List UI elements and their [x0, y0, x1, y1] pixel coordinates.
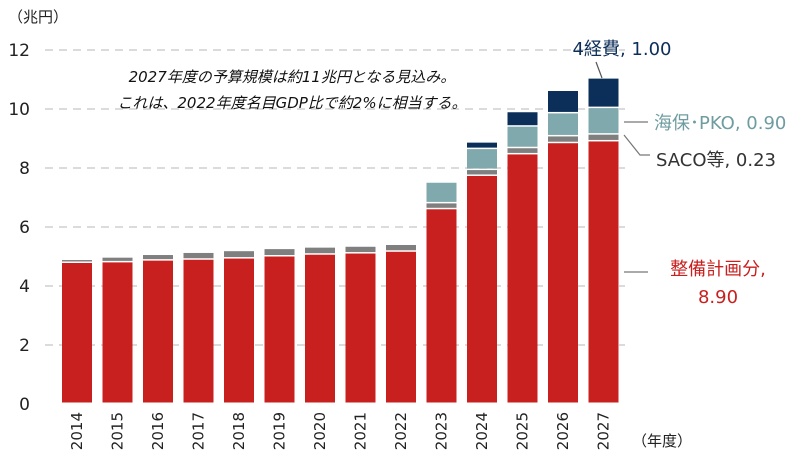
x-tick-label: 2015	[109, 412, 127, 450]
bar-2026-series-0	[548, 143, 578, 403]
bar-2023-series-0	[426, 209, 457, 403]
y-tick-label: 6	[19, 218, 30, 238]
y-tick-label: 4	[19, 277, 30, 297]
coast-guard-label: 海保･PKO, 0.90	[654, 113, 786, 134]
x-tick-label: 2023	[433, 412, 451, 450]
bar-2015-series-1	[102, 257, 133, 261]
y-tick-label: 10	[8, 100, 30, 120]
bar-2026-series-1	[548, 136, 578, 142]
bar-2024-series-1	[467, 170, 497, 175]
bar-2027-series-1	[588, 134, 619, 140]
four-costs-leader-line	[595, 61, 603, 79]
y-unit-label: （兆円）	[8, 8, 68, 26]
bar-2014-series-0	[62, 262, 92, 403]
x-tick-label: 2027	[595, 412, 613, 450]
bar-2018-series-0	[224, 258, 254, 403]
bar-2017-series-0	[183, 259, 214, 403]
bar-2014-series-1	[62, 260, 92, 262]
x-unit-label: （年度）	[632, 432, 692, 450]
y-tick-label: 8	[19, 159, 30, 179]
annotation-line-1: 2027年度の予算規模は約11兆円となる見込み。	[129, 68, 456, 86]
x-tick-label: 2022	[392, 412, 410, 450]
x-tick-label: 2018	[230, 412, 248, 450]
y-tick-label: 0	[19, 395, 30, 415]
bar-2019-series-0	[264, 256, 295, 403]
bar-2024-series-2	[467, 149, 497, 169]
x-tick-label: 2021	[352, 412, 370, 450]
bar-2016-series-0	[143, 260, 173, 403]
y-tick-label: 12	[8, 41, 30, 61]
saco-label: SACO等, 0.23	[656, 150, 776, 171]
bar-2022-series-0	[386, 251, 416, 403]
bar-2027-series-3	[588, 78, 619, 107]
x-tick-label: 2019	[271, 412, 289, 450]
saco-leader-line	[623, 134, 650, 156]
bar-2021-series-0	[345, 253, 376, 403]
four-costs-label: 4経費, 1.00	[573, 39, 672, 60]
x-tick-label: 2016	[149, 412, 167, 450]
bar-2024-series-0	[467, 175, 497, 403]
bar-2027-series-0	[588, 141, 619, 403]
bar-2016-series-1	[143, 255, 173, 260]
bar-2025-series-1	[507, 148, 538, 153]
bar-2026-series-2	[548, 113, 578, 135]
bar-2020-series-0	[305, 254, 335, 403]
bar-2023-series-2	[426, 182, 457, 202]
bar-2018-series-1	[224, 251, 254, 258]
annotation-line-2: これは、2022年度名目GDP比で約2%に相当する。	[117, 94, 466, 112]
bar-2024-series-3	[467, 142, 497, 148]
x-tick-label: 2020	[311, 412, 329, 450]
bar-2022-series-1	[386, 244, 416, 251]
bar-2023-series-1	[426, 203, 457, 208]
bar-2026-series-3	[548, 91, 578, 112]
x-tick-label: 2024	[473, 412, 491, 450]
bar-2025-series-0	[507, 154, 538, 403]
bar-2027-series-2	[588, 108, 619, 134]
x-tick-label: 2026	[554, 412, 572, 450]
bar-2015-series-0	[102, 262, 133, 403]
bar-2020-series-1	[305, 247, 335, 254]
bar-2019-series-1	[264, 249, 295, 255]
x-tick-label: 2014	[68, 412, 86, 450]
y-tick-label: 2	[19, 336, 30, 356]
bar-2017-series-1	[183, 252, 214, 259]
x-tick-label: 2017	[190, 412, 208, 450]
x-tick-label: 2025	[514, 412, 532, 450]
plan-label-line-2: 8.90	[698, 287, 738, 308]
bar-2025-series-3	[507, 112, 538, 126]
bar-2021-series-1	[345, 246, 376, 253]
plan-label-line-1: 整備計画分,	[670, 259, 766, 280]
bar-2025-series-2	[507, 126, 538, 147]
